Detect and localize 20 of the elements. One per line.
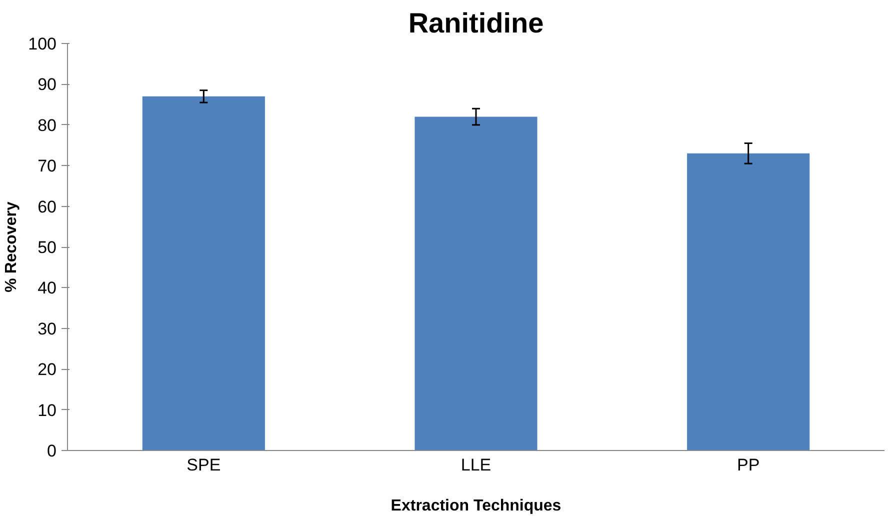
y-tick-label: 80 <box>38 116 57 135</box>
y-tick-label: 10 <box>38 400 57 420</box>
x-tick-label: PP <box>736 456 760 474</box>
bar <box>414 116 538 450</box>
y-tick-label: 30 <box>38 319 57 338</box>
y-tick-label: 50 <box>38 238 57 257</box>
x-axis-title: Extraction Techniques <box>390 498 562 514</box>
y-tick-label: 100 <box>28 34 57 54</box>
y-tick-label: 70 <box>38 156 57 176</box>
y-tick-label: 20 <box>38 360 57 380</box>
x-tick-label: SPE <box>186 456 221 474</box>
y-tick-label: 40 <box>38 278 57 298</box>
chart-title: Ranitidine <box>408 8 544 38</box>
y-tick-label: 0 <box>47 442 57 460</box>
x-tick-label: LLE <box>460 456 492 474</box>
y-tick-label: 60 <box>38 197 57 216</box>
y-axis-title: % Recovery <box>3 202 20 292</box>
bar <box>142 96 265 450</box>
bar <box>687 153 810 450</box>
y-tick-label: 90 <box>38 75 57 94</box>
